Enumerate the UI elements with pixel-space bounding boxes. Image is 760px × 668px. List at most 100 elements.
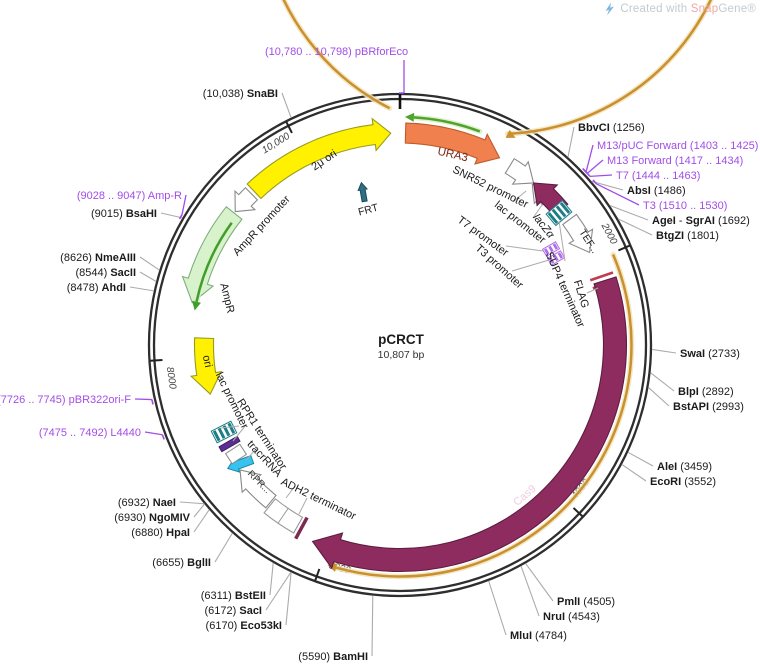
site-label-part: - (676, 215, 686, 227)
site-label-part: (8478) (67, 282, 102, 294)
site-label-part: (3459) (677, 461, 712, 473)
glyph-t3-promoter-stripe (548, 257, 555, 264)
site-label-part: (6930) (114, 512, 149, 524)
glyph-sup4-terminator-stripe (559, 202, 571, 214)
feature-leader-4 (512, 190, 527, 203)
site-leader-BstAPI (648, 387, 670, 407)
orf-arc-top (282, 0, 713, 136)
scale-tick-label-2000: 2000 (598, 221, 619, 247)
primer-leader-pBR322ori-F (134, 398, 152, 401)
feature-leader-5 (532, 204, 543, 219)
site-leader-HpaI (193, 509, 210, 533)
feature-leader-6 (220, 425, 240, 429)
site-label-part: BtgZI (656, 230, 684, 242)
feature-leader-10 (285, 485, 296, 499)
site-label-part: (2733) (705, 348, 740, 360)
scale-tick-10,000 (285, 121, 293, 134)
site-label-part: HpaI (166, 527, 190, 539)
site-label-BamHI: (5590) BamHI (298, 651, 368, 663)
site-label-part: (2892) (699, 386, 734, 398)
primer-label-M13 Forward: M13 Forward (1417 .. 1434) (607, 155, 743, 167)
site-label-part: NgoMIV (149, 512, 191, 524)
site-label-part: (6172) (205, 605, 240, 617)
primer-label-Amp-R: (9028 .. 9047) Amp-R (77, 190, 182, 202)
site-label-part: (1256) (610, 122, 645, 134)
site-label-BstEII: (6311) BstEII (201, 590, 266, 602)
orf-arc-top-reverse-head (404, 112, 415, 122)
glyph-t3-promoter-stripe (557, 252, 564, 259)
glyph-t7-promoter-stripe (548, 245, 554, 253)
primer-label-T7: T7 (1444 .. 1463) (616, 170, 700, 182)
watermark: Created with SnapGene® (603, 2, 756, 16)
primer-label-M13/pUC Forward: M13/pUC Forward (1403 .. 1425) (597, 140, 758, 152)
feature-tef (562, 213, 594, 254)
site-leader-BlpI (650, 372, 675, 392)
site-leader-AleI (627, 451, 654, 467)
site-label-part: Eco53kI (240, 620, 282, 632)
site-label-part: BsaHI (126, 208, 157, 220)
site-label-NaeI: (6932) NaeI (118, 497, 176, 509)
scale-tick-8000 (149, 358, 163, 362)
plasmid-name: pCRCT (378, 332, 424, 347)
site-leader-BtgZI (618, 218, 653, 236)
site-label-part: (2993) (709, 401, 744, 413)
feature-cas9 (311, 276, 628, 572)
site-label-part: (10,038) (203, 88, 247, 100)
primer-leader-L4440 (144, 431, 163, 436)
site-label-SacI: (6172) SacI (205, 605, 263, 617)
site-label-Eco53kI: (6170) Eco53kI (206, 620, 282, 632)
glyph-adh2-bar (294, 516, 309, 540)
site-label-part: BamHI (333, 651, 368, 663)
site-label-SacII: (8544) SacII (75, 267, 136, 279)
site-label-part: AhdI (102, 282, 126, 294)
site-leader-BglII (214, 532, 233, 563)
glyph-frt (357, 181, 369, 203)
site-label-part: (1801) (684, 230, 719, 242)
feature-leader-8 (245, 447, 258, 461)
site-label-HpaI: (6880) HpaI (131, 527, 190, 539)
glyph-white-box (224, 443, 248, 465)
glyph-lac-promoter-bottom-stripe (227, 422, 236, 434)
site-leader-BamHI (371, 595, 374, 657)
site-label-BstAPI: BstAPI (2993) (673, 401, 744, 413)
site-label-part: (8626) (60, 252, 95, 264)
site-label-NgoMIV: (6930) NgoMIV (114, 512, 190, 524)
watermark-brand-a: Snap (690, 3, 719, 15)
site-label-part: AgeI (652, 215, 676, 227)
site-label-NruI: NruI (4543) (543, 611, 600, 623)
watermark-text: Created with SnapGene® (620, 3, 756, 15)
site-label-part: (9015) (91, 208, 126, 220)
orf-arc-cas9 (335, 254, 633, 578)
primer-leader-Amp-R (181, 194, 187, 215)
site-label-part: AbsI (627, 185, 651, 197)
primer-foot-T3 (592, 179, 597, 185)
site-label-part: NruI (543, 611, 565, 623)
feature-leader-9 (298, 497, 308, 515)
primer-foot-T7 (586, 172, 591, 177)
feature-rpr-promoter (239, 469, 277, 509)
site-label-part: EcoRI (650, 476, 681, 488)
feature-leader-7 (232, 424, 247, 442)
site-label-part: AleI (657, 461, 677, 473)
site-label-part: (8544) (75, 267, 110, 279)
glyph-adh2-divider (277, 508, 289, 524)
glyph-frt-arrow (357, 181, 369, 203)
primer-foot-L4440 (161, 434, 165, 440)
primer-foot-Amp-R (178, 214, 183, 220)
site-label-part: MluI (510, 630, 532, 642)
site-label-BglII: (6655) BglII (152, 557, 211, 569)
site-leader-SwaI (651, 348, 677, 354)
site-label-AhdI: (8478) AhdI (67, 282, 126, 294)
site-label-PmlI: PmlI (4505) (557, 596, 615, 608)
site-label-BlpI: BlpI (2892) (678, 386, 734, 398)
site-leader-PmlI (525, 563, 554, 602)
site-label-part: SacII (110, 267, 136, 279)
site-label-part: SacI (239, 605, 262, 617)
scale-tick-label-8000: 8000 (164, 366, 178, 390)
primer-leader-T7 (589, 174, 613, 178)
site-label-part: (4784) (532, 630, 567, 642)
site-leader-BstEII (269, 562, 274, 596)
feature-label-ampr: AmpR (217, 282, 236, 315)
site-label-part: SnaBI (247, 88, 278, 100)
